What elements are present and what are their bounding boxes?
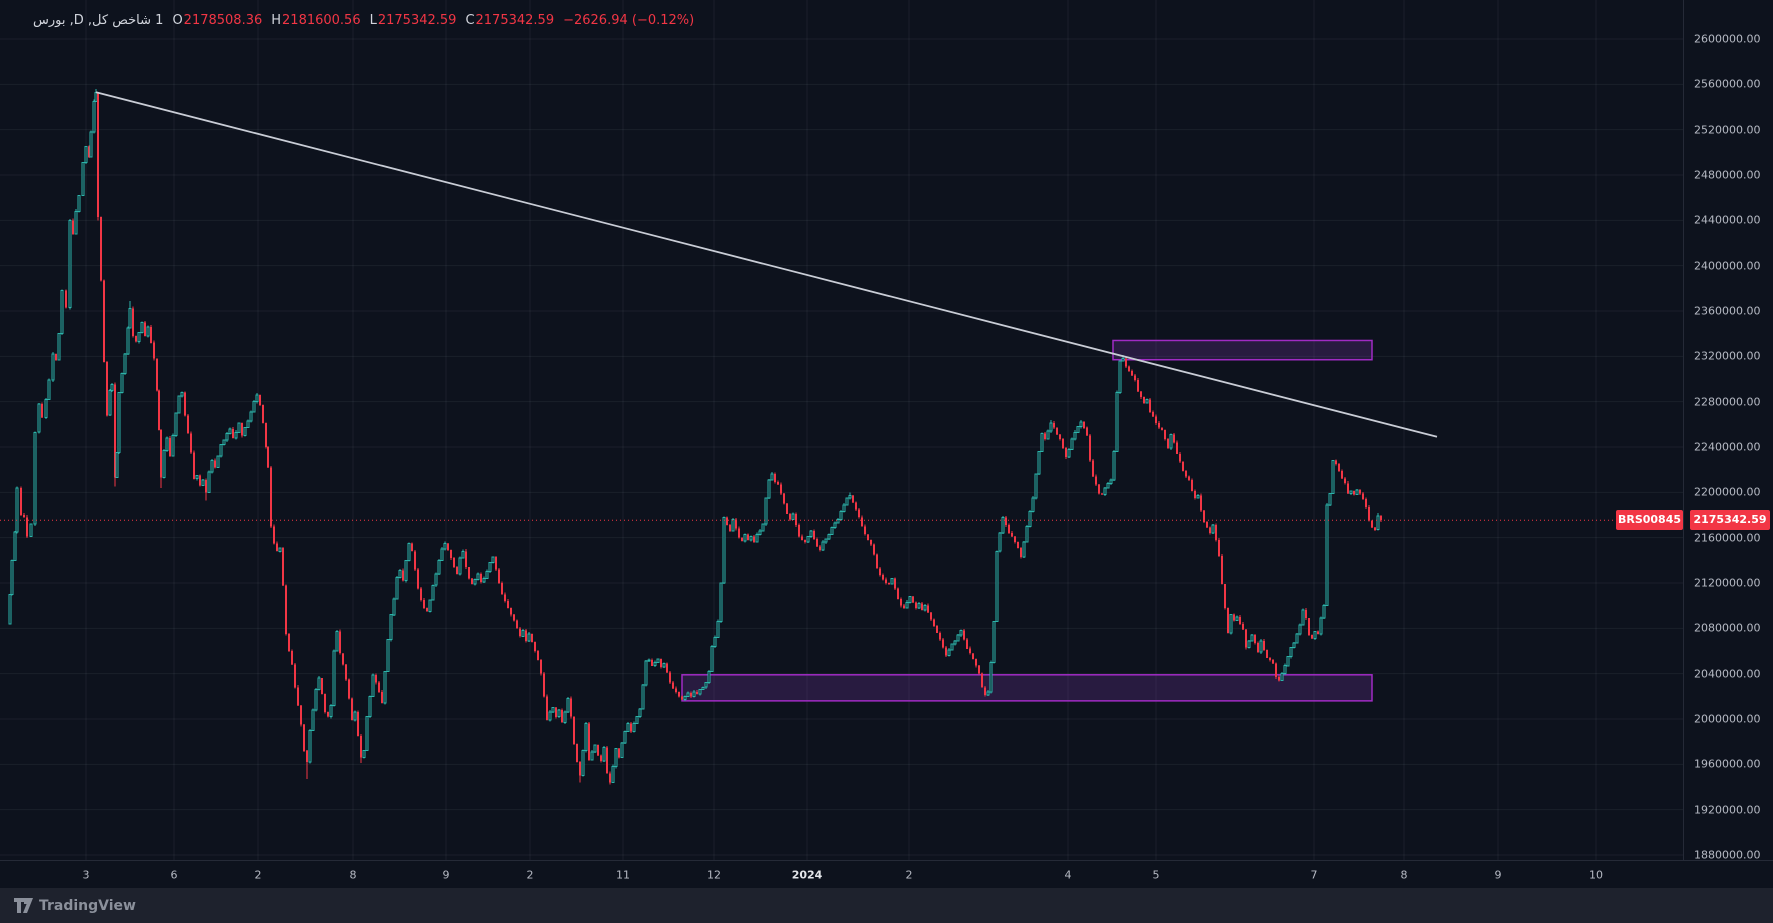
time-axis-label: 8	[349, 868, 357, 881]
time-axis-label: 6	[170, 868, 178, 881]
price-axis-label: 2200000.00	[1694, 485, 1761, 499]
time-axis-label: 12	[707, 868, 721, 881]
time-axis-label: 3	[82, 868, 90, 881]
supply-demand-zone-box[interactable]	[681, 674, 1373, 702]
tradingview-logo-icon	[14, 898, 33, 913]
legend-close: C 2175342.59	[465, 12, 555, 28]
legend-high: H 2181600.56	[271, 12, 361, 28]
time-axis-label: 8	[1400, 868, 1408, 881]
symbol-title[interactable]: 1 شاخص كل, D, بورس	[33, 12, 164, 28]
price-axis-label: 2160000.00	[1694, 531, 1761, 545]
price-axis-label: 2400000.00	[1694, 259, 1761, 273]
price-axis-label: 2080000.00	[1694, 621, 1761, 635]
price-axis-label: 2040000.00	[1694, 667, 1761, 681]
time-axis[interactable]: 3 6 2 8 9 2 11 12 2024 2 4 5 7 8 9 10	[0, 860, 1773, 889]
time-axis-label: 5	[1152, 868, 1160, 881]
time-axis-label: 2	[526, 868, 534, 881]
price-axis-label: 1960000.00	[1694, 757, 1761, 771]
price-axis-label: 2520000.00	[1694, 123, 1761, 137]
time-axis-label: 10	[1589, 868, 1603, 881]
time-axis-label: 11	[616, 868, 630, 881]
price-axis-label: 2480000.00	[1694, 168, 1761, 182]
price-axis-label: 2000000.00	[1694, 712, 1761, 726]
symbol-legend: 1 شاخص كل, D, بورس O 2178508.36 H 2181600.…	[33, 10, 694, 30]
candlestick-chart[interactable]	[0, 0, 1683, 860]
time-axis-label: 9	[442, 868, 450, 881]
legend-change: −2626.94 (−0.12%)	[563, 12, 695, 28]
price-axis-label: 2120000.00	[1694, 576, 1761, 590]
price-axis-label: 2440000.00	[1694, 213, 1761, 227]
legend-open: O 2178508.36	[172, 12, 263, 28]
price-axis[interactable]: 2600000.00 2560000.00 2520000.00 2480000.00…	[1683, 0, 1773, 862]
time-axis-label: 9	[1494, 868, 1502, 881]
legend-low: L 2175342.59	[369, 12, 457, 28]
chart-pane[interactable]: 1 شاخص كل, D, بورس O 2178508.36 H 2181600.…	[0, 0, 1683, 860]
price-line-id-tag: BRS00845	[1616, 510, 1683, 531]
price-axis-label: 2320000.00	[1694, 349, 1761, 363]
price-axis-label: 2560000.00	[1694, 77, 1761, 91]
price-axis-label: 2280000.00	[1694, 395, 1761, 409]
tradingview-logo[interactable]: TradingView	[14, 898, 136, 914]
tradingview-logo-text: TradingView	[39, 897, 136, 914]
supply-demand-zone-box[interactable]	[1112, 339, 1373, 361]
time-axis-label: 2	[254, 868, 262, 881]
candles-group	[8, 88, 1383, 785]
price-axis-label: 2360000.00	[1694, 304, 1761, 318]
trendline[interactable]	[95, 91, 1438, 438]
time-axis-label: 7	[1310, 868, 1318, 881]
price-axis-label: 2240000.00	[1694, 440, 1761, 454]
price-axis-label: 2600000.00	[1694, 32, 1761, 46]
price-axis-label: 1920000.00	[1694, 803, 1761, 817]
time-axis-label: 2	[905, 868, 913, 881]
price-axis-label: 1880000.00	[1694, 848, 1761, 862]
footer-bar: TradingView	[0, 888, 1773, 923]
time-axis-year-label: 2024	[791, 868, 823, 881]
time-axis-label: 4	[1064, 868, 1072, 881]
current-price-tag: 2175342.59	[1690, 510, 1770, 531]
